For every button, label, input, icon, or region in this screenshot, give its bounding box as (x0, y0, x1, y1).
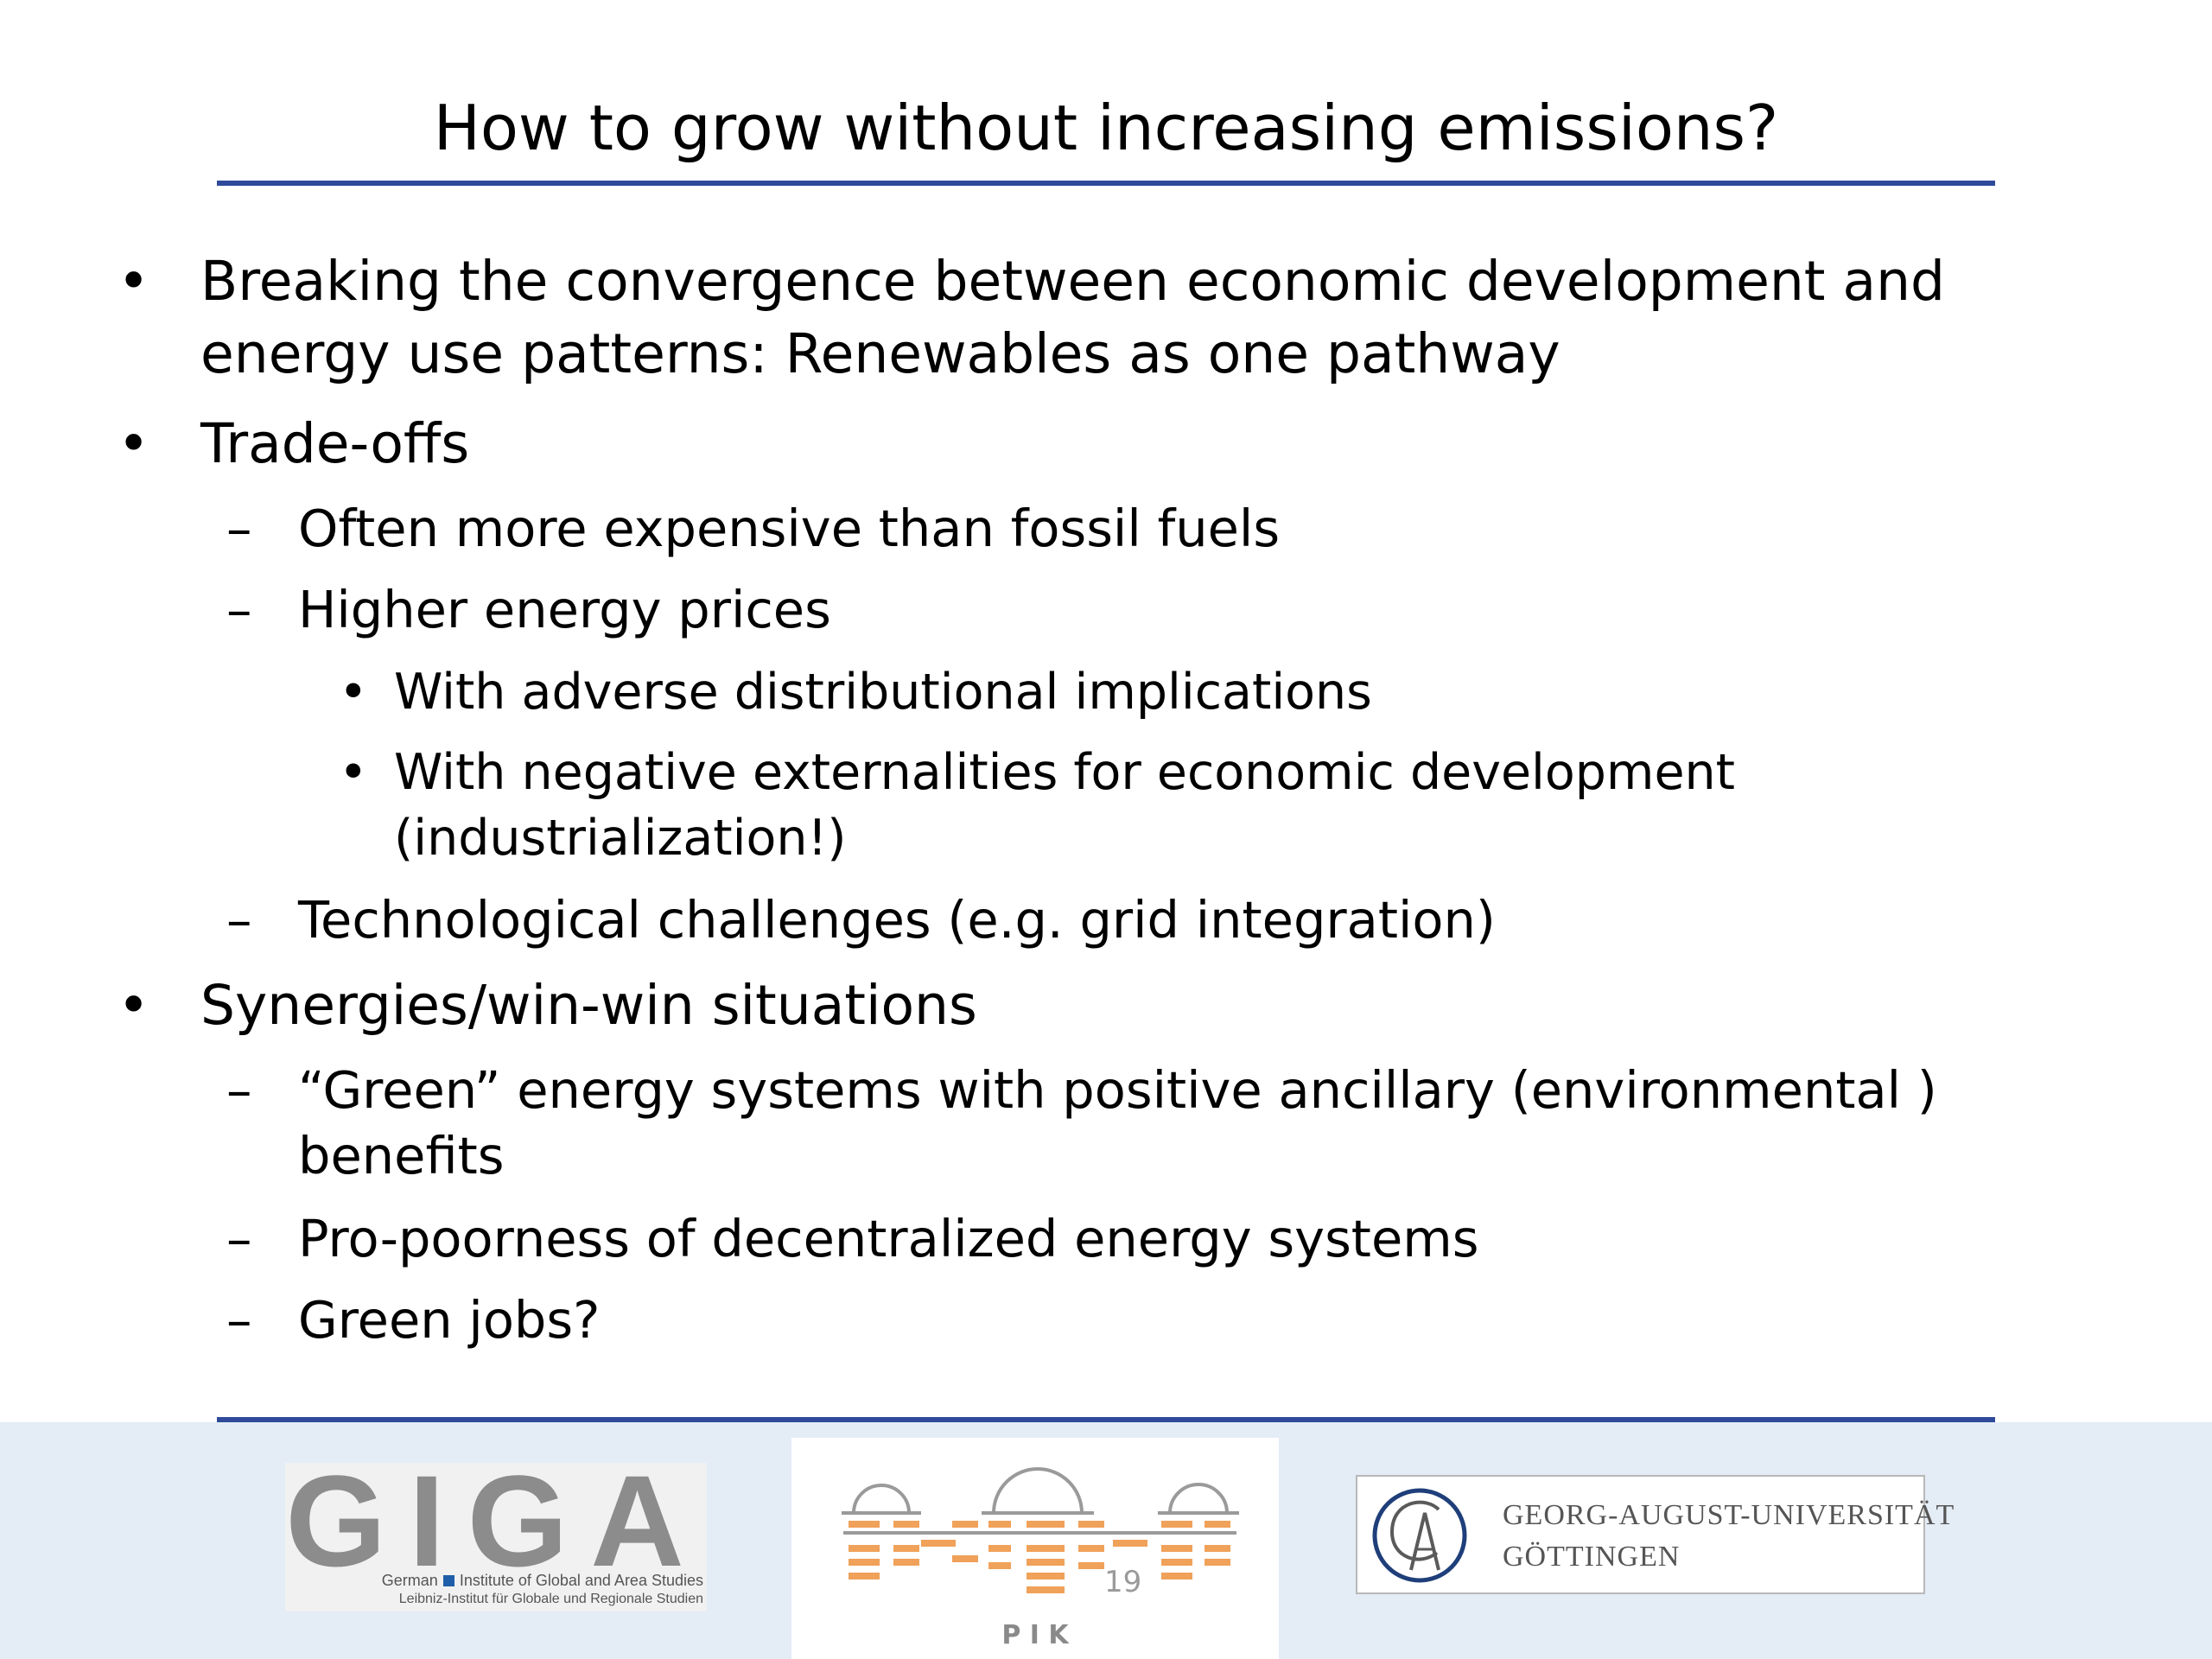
bullet-text: Synergies/win-win situations (200, 974, 977, 1037)
sub-bullet-marker: – (226, 1290, 252, 1350)
sub-bullet-marker: – (226, 1209, 252, 1268)
sub-sub-bullet-text-continued: (industrialization!) (394, 810, 847, 867)
bullet-text: Breaking the convergence between economi… (200, 250, 1946, 313)
footer-rule (217, 1417, 1995, 1422)
sub-bullet-text: Higher energy prices (298, 580, 831, 639)
sub-bullet-text-continued: benefits (298, 1126, 505, 1185)
bullet-text-continued: energy use patterns: Renewables as one p… (200, 322, 1560, 385)
page-number: 19 (1104, 1565, 1141, 1599)
bullet-marker: • (118, 974, 150, 1037)
sub-sub-bullet-marker: • (339, 744, 368, 801)
pik-logo-graphic: 19 P I K (842, 1467, 1239, 1650)
goettingen-name-line2: GÖTTINGEN (1503, 1541, 1681, 1573)
bullet-marker: • (118, 250, 150, 313)
sub-sub-bullet-marker: • (339, 664, 368, 721)
giga-logo-letters: GIGA (285, 1448, 707, 1593)
sub-bullet-text: Often more expensive than fossil fuels (298, 499, 1281, 558)
giga-logo-subtitle-german: Leibniz-Institut für Globale und Regiona… (398, 1592, 703, 1606)
sub-sub-bullet-text: With negative externalities for economic… (394, 744, 1735, 801)
goettingen-name-line1: GEORG-AUGUST-UNIVERSITÄT (1503, 1499, 1955, 1531)
giga-blue-square-icon (442, 1575, 454, 1586)
goettingen-emblem-icon (1372, 1488, 1467, 1583)
sub-bullet-text: “Green” energy systems with positive anc… (298, 1060, 1937, 1120)
pik-logo: 19 P I K (791, 1438, 1279, 1659)
sub-bullet-text: Green jobs? (298, 1290, 601, 1350)
title-underline (217, 181, 1995, 186)
sub-bullet-text: Pro-poorness of decentralized energy sys… (298, 1209, 1479, 1268)
pik-dome-icon (1168, 1483, 1229, 1514)
sub-bullet-marker: – (226, 580, 252, 639)
giga-logo-german: German (381, 1572, 438, 1589)
goettingen-logo: GEORG-AUGUST-UNIVERSITÄT GÖTTINGEN (1356, 1475, 1954, 1594)
giga-logo: GIGA German Institute of Global and Area … (285, 1456, 707, 1611)
sub-sub-bullet-text: With adverse distributional implications (394, 664, 1372, 721)
pik-stripes-icon (849, 1521, 1230, 1593)
sub-bullet-marker: – (226, 499, 252, 558)
bullet-list: • Breaking the convergence between econo… (118, 250, 1946, 1350)
giga-logo-institute: Institute of Global and Area Studies (459, 1572, 703, 1589)
bullet-marker: • (118, 412, 150, 475)
giga-logo-subtitle: German Institute of Global and Area Studi… (382, 1572, 703, 1590)
bullet-text: Trade-offs (200, 412, 470, 475)
sub-bullet-marker: – (226, 1060, 252, 1120)
slide-title: How to grow without increasing emissions… (433, 92, 1779, 164)
pik-logo-letters: P I K (1001, 1620, 1070, 1650)
sub-bullet-text: Technological challenges (e.g. grid inte… (298, 890, 1496, 950)
pik-dome-icon (852, 1484, 911, 1514)
sub-bullet-marker: – (226, 890, 252, 950)
pik-dome-icon (992, 1467, 1084, 1514)
